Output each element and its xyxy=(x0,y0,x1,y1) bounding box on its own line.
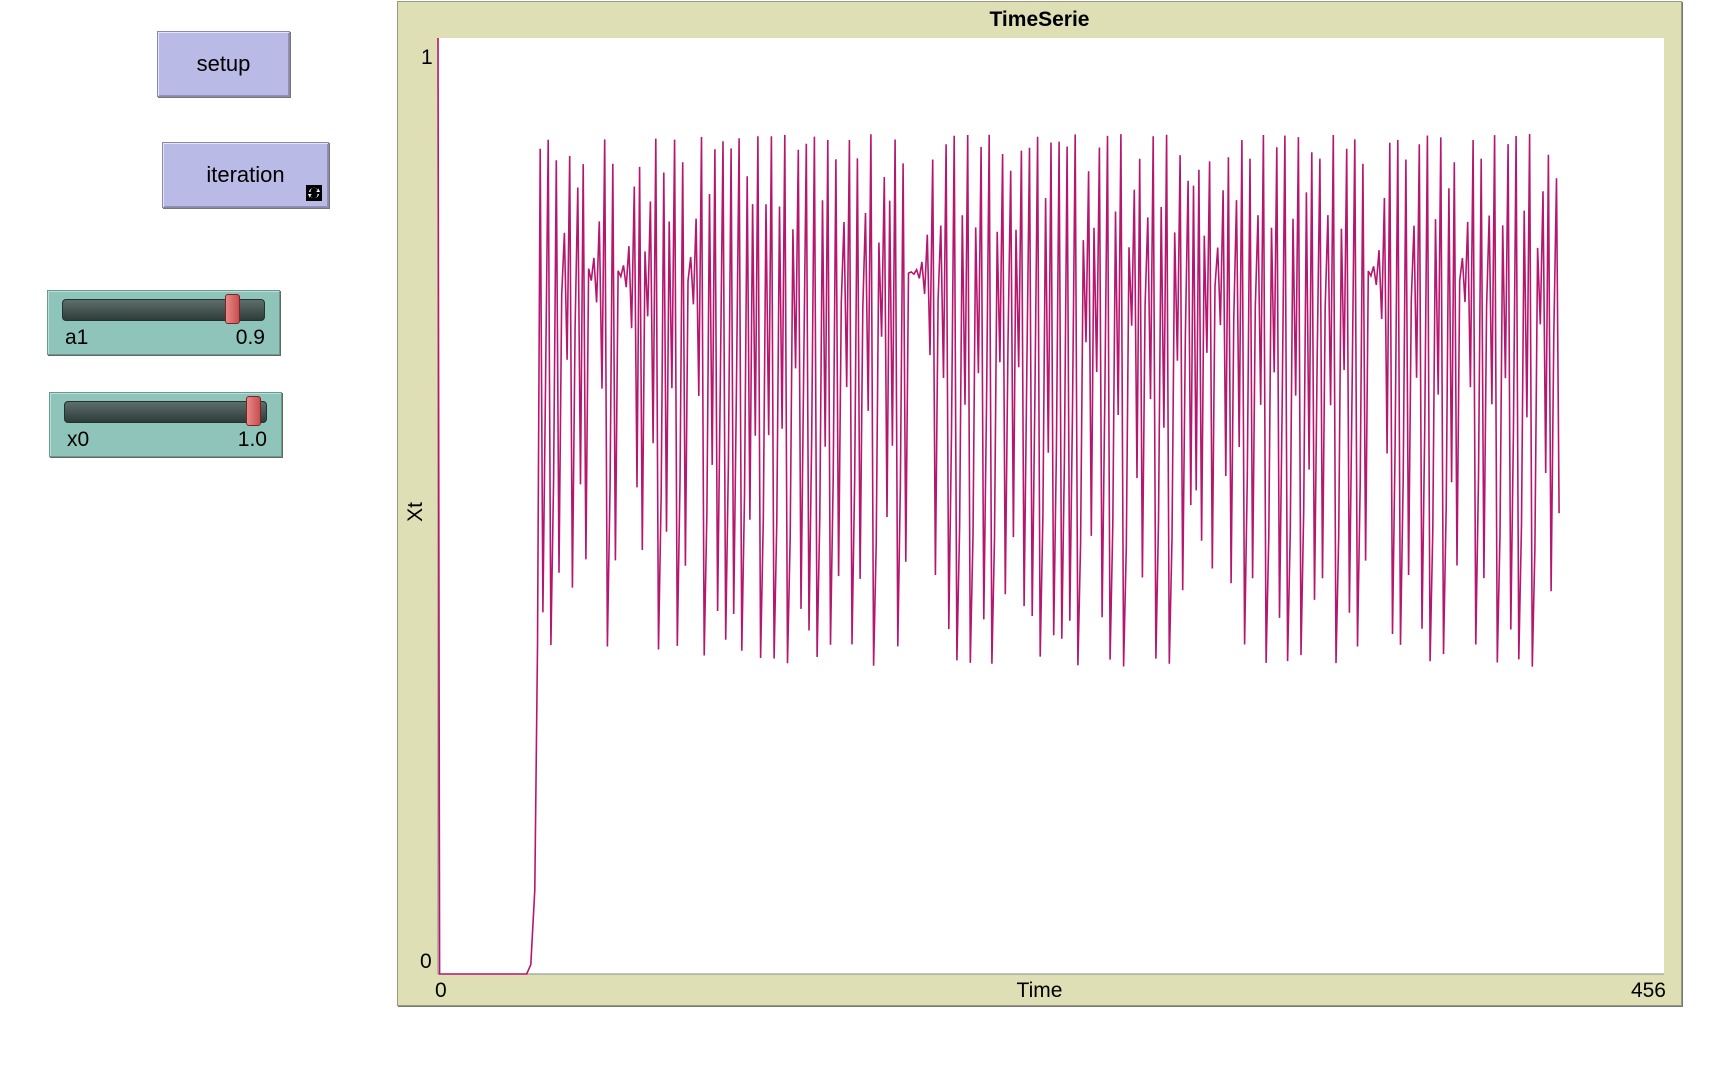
series-line-xt xyxy=(437,37,1560,975)
y-max-label: 1 xyxy=(421,46,433,69)
slider-value: 1.0 xyxy=(237,428,267,451)
slider-value: 0.9 xyxy=(235,326,265,349)
slider-track[interactable] xyxy=(64,401,267,423)
x-axis-label: Time xyxy=(1016,979,1063,1002)
slider-knob[interactable] xyxy=(225,294,241,324)
y-min-label: 0 xyxy=(420,950,432,973)
slider-a1[interactable]: a1 0.9 xyxy=(47,290,280,355)
slider-label: a1 xyxy=(65,326,89,349)
setup-button-label: setup xyxy=(196,51,251,76)
series-layer xyxy=(437,37,1560,975)
iteration-button[interactable]: iteration xyxy=(162,142,329,208)
y-axis-label: Xt xyxy=(403,502,427,522)
plot-title: TimeSerie xyxy=(989,8,1090,31)
setup-button[interactable]: setup xyxy=(157,31,290,97)
slider-x0[interactable]: x0 1.0 xyxy=(49,392,282,457)
plot-timeserie: TimeSerie 1 0 0 Time 456 Xt xyxy=(397,1,1682,1006)
plot-canvas xyxy=(437,37,1664,975)
slider-label: x0 xyxy=(67,428,90,451)
x-min-label: 0 xyxy=(435,979,447,1002)
forever-icon xyxy=(306,185,322,201)
x-max-label: 456 xyxy=(1630,979,1666,1002)
iteration-button-label: iteration xyxy=(206,162,285,187)
slider-knob[interactable] xyxy=(246,396,261,426)
slider-track[interactable] xyxy=(62,299,265,321)
